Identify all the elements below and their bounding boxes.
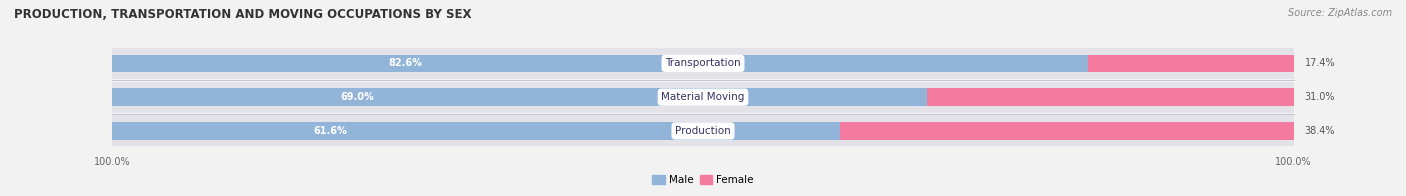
Text: Production: Production	[675, 126, 731, 136]
Bar	[1088, 55, 1294, 72]
Text: 69.0%: 69.0%	[340, 92, 374, 102]
Bar	[112, 48, 1294, 79]
Text: Transportation: Transportation	[665, 58, 741, 68]
Text: Material Moving: Material Moving	[661, 92, 745, 102]
Bar	[112, 122, 839, 140]
Text: 31.0%: 31.0%	[1305, 92, 1336, 102]
Legend: Male, Female: Male, Female	[648, 171, 758, 189]
Text: 61.6%: 61.6%	[314, 126, 347, 136]
Text: Source: ZipAtlas.com: Source: ZipAtlas.com	[1288, 8, 1392, 18]
Bar	[839, 122, 1294, 140]
Bar	[112, 82, 1294, 113]
Text: 38.4%: 38.4%	[1305, 126, 1336, 136]
Text: PRODUCTION, TRANSPORTATION AND MOVING OCCUPATIONS BY SEX: PRODUCTION, TRANSPORTATION AND MOVING OC…	[14, 8, 471, 21]
Bar	[112, 88, 928, 106]
Text: 17.4%: 17.4%	[1305, 58, 1336, 68]
Bar	[112, 55, 1088, 72]
Bar	[928, 88, 1294, 106]
Text: 82.6%: 82.6%	[388, 58, 422, 68]
Bar	[112, 115, 1294, 146]
